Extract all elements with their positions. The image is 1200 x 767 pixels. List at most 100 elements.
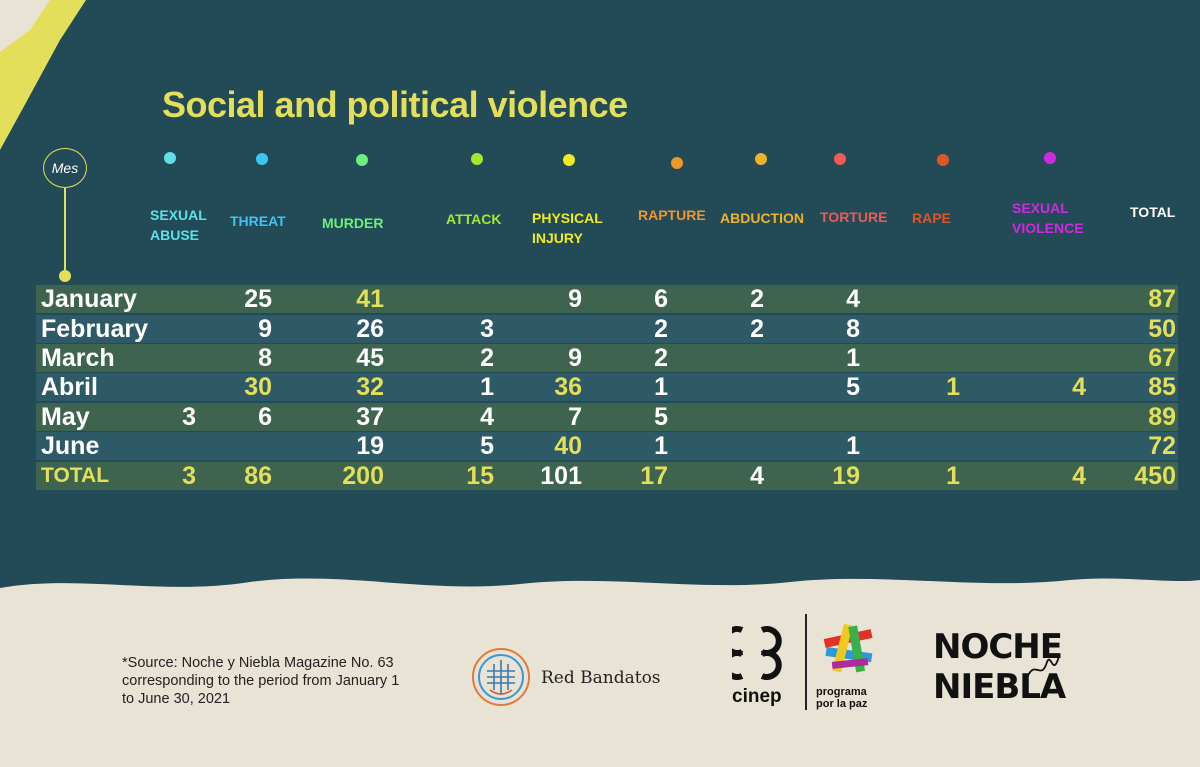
total-cell: 1 (946, 462, 960, 490)
table-cell: 9 (568, 285, 582, 313)
category-dot-7 (834, 153, 846, 165)
red-bandatos-logo-icon (472, 648, 530, 706)
category-dot-4 (563, 154, 575, 166)
column-header-2: MURDER (322, 215, 384, 231)
programa-paz-logo-text: programa por la paz (816, 686, 868, 710)
table-cell: 1 (654, 373, 668, 401)
mes-label: Mes (43, 148, 87, 188)
category-dot-5 (671, 157, 683, 169)
table-cell: 8 (846, 315, 860, 343)
total-cell: 200 (342, 462, 384, 490)
category-dot-3 (471, 153, 483, 165)
row-label: February (41, 315, 148, 343)
table-cell: 45 (356, 344, 384, 372)
total-cell: 4 (1072, 462, 1086, 490)
category-dot-2 (356, 154, 368, 166)
table-row (36, 344, 1178, 372)
row-label: June (41, 432, 100, 460)
row-label: January (41, 285, 137, 313)
table-cell: 1 (846, 432, 860, 460)
noche-niebla-line1: NOCHE (933, 627, 1063, 667)
table-cell: 87 (1148, 285, 1176, 313)
table-cell: 3 (480, 315, 494, 343)
table-cell: 4 (846, 285, 860, 313)
table-cell: 36 (554, 373, 582, 401)
table-row (36, 315, 1178, 343)
column-header-5: RAPTURE (638, 207, 706, 223)
table-cell: 8 (258, 344, 272, 372)
category-dot-0 (164, 152, 176, 164)
red-bandatos-logo-text: Red Bandatos (541, 668, 661, 688)
total-cell: 450 (1134, 462, 1176, 490)
table-cell: 4 (1072, 373, 1086, 401)
table-cell: 2 (654, 315, 668, 343)
source-note: *Source: Noche y Niebla Magazine No. 63 … (122, 655, 400, 707)
signature-icon (1026, 655, 1060, 679)
category-dot-6 (755, 153, 767, 165)
table-row (36, 403, 1178, 431)
table-cell: 4 (480, 403, 494, 431)
logo-divider (805, 614, 807, 710)
row-label: Abril (41, 373, 98, 401)
table-cell: 72 (1148, 432, 1176, 460)
noche-niebla-logo: NOCHE NIEBLA (931, 626, 1066, 710)
total-cell: 15 (466, 462, 494, 490)
table-cell: 1 (654, 432, 668, 460)
table-cell: 41 (356, 285, 384, 313)
table-cell: 2 (480, 344, 494, 372)
chart-title: Social and political violence (162, 84, 628, 125)
table-cell: 5 (654, 403, 668, 431)
cinep-logo-text: cinep (732, 686, 782, 707)
top-left-accent-paper (0, 0, 50, 52)
table-cell: 37 (356, 403, 384, 431)
table-cell: 1 (946, 373, 960, 401)
column-header-6: ABDUCTION (720, 210, 804, 226)
mes-timeline-dot (59, 270, 71, 282)
table-cell: 7 (568, 403, 582, 431)
table-cell: 50 (1148, 315, 1176, 343)
total-cell: 3 (182, 462, 196, 490)
table-cell: 5 (480, 432, 494, 460)
table-cell: 30 (244, 373, 272, 401)
table-cell: 67 (1148, 344, 1176, 372)
table-cell: 6 (258, 403, 272, 431)
category-dot-1 (256, 153, 268, 165)
table-cell: 19 (356, 432, 384, 460)
cinep-logo-icon (732, 626, 782, 680)
category-dot-9 (1044, 152, 1056, 164)
column-header-0: SEXUAL ABUSE (150, 207, 207, 243)
total-row-label: TOTAL (41, 464, 110, 487)
table-cell: 25 (244, 285, 272, 313)
column-header-4: PHYSICAL INJURY (532, 210, 603, 246)
top-left-accent (0, 0, 86, 150)
total-cell: 4 (750, 462, 764, 490)
table-cell: 89 (1148, 403, 1176, 431)
column-header-1: THREAT (230, 213, 286, 229)
programa-paz-logo-icon (823, 623, 873, 673)
table-cell: 85 (1148, 373, 1176, 401)
table-cell: 3 (182, 403, 196, 431)
noche-niebla-line2: NIEBLA (933, 667, 1066, 707)
total-cell: 86 (244, 462, 272, 490)
table-cell: 2 (750, 285, 764, 313)
total-cell: 17 (640, 462, 668, 490)
table-cell: 9 (258, 315, 272, 343)
category-dot-8 (937, 154, 949, 166)
column-header-8: RAPE (912, 210, 951, 226)
table-cell: 26 (356, 315, 384, 343)
row-label: March (41, 344, 115, 372)
total-cell: 101 (540, 462, 582, 490)
table-cell: 1 (846, 344, 860, 372)
total-cell: 19 (832, 462, 860, 490)
column-header-total: TOTAL (1130, 204, 1176, 220)
footer-paper (0, 578, 1200, 767)
table-cell: 2 (750, 315, 764, 343)
table-cell: 2 (654, 344, 668, 372)
column-header-3: ATTACK (446, 211, 502, 227)
total-row (36, 462, 1178, 490)
mes-timeline-line (64, 188, 66, 274)
table-row (36, 285, 1178, 313)
table-cell: 5 (846, 373, 860, 401)
table-cell: 32 (356, 373, 384, 401)
